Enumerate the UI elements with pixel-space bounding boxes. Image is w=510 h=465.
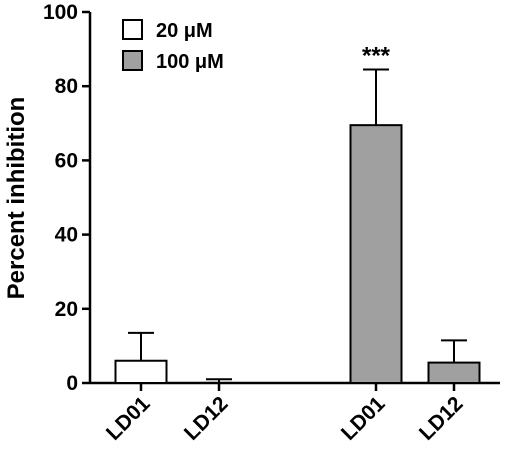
- category-label: LD01: [102, 392, 155, 445]
- y-tick-label: 20: [55, 298, 78, 321]
- legend-label: 20 μM: [156, 20, 213, 42]
- y-tick-label: 60: [55, 149, 78, 172]
- category-label: LD12: [415, 392, 468, 445]
- y-tick-label: 40: [55, 224, 78, 247]
- bar: [114, 359, 168, 384]
- y-axis: 0 20 40 60 80 100: [43, 1, 92, 395]
- category-labels: LD01 LD12 LD01 LD12: [102, 392, 468, 445]
- significance-annotation: ***: [362, 43, 391, 70]
- x-axis: [90, 381, 500, 391]
- annotations: ***: [362, 43, 391, 70]
- y-tick-label: 0: [66, 372, 78, 395]
- category-label: LD01: [337, 392, 390, 445]
- y-axis-label: Percent inhibition: [3, 97, 30, 300]
- legend-swatch: [122, 19, 143, 40]
- legend-swatch: [122, 50, 143, 71]
- legend-label: 100 μM: [156, 51, 224, 73]
- legend: 20 μM 100 μM: [122, 19, 224, 73]
- bar: [427, 361, 481, 385]
- y-tick-label: 80: [55, 75, 78, 98]
- bars: [114, 124, 481, 385]
- category-label: LD12: [180, 392, 233, 445]
- bar: [349, 124, 403, 384]
- y-tick-label: 100: [43, 1, 78, 24]
- error-bars: [128, 68, 467, 383]
